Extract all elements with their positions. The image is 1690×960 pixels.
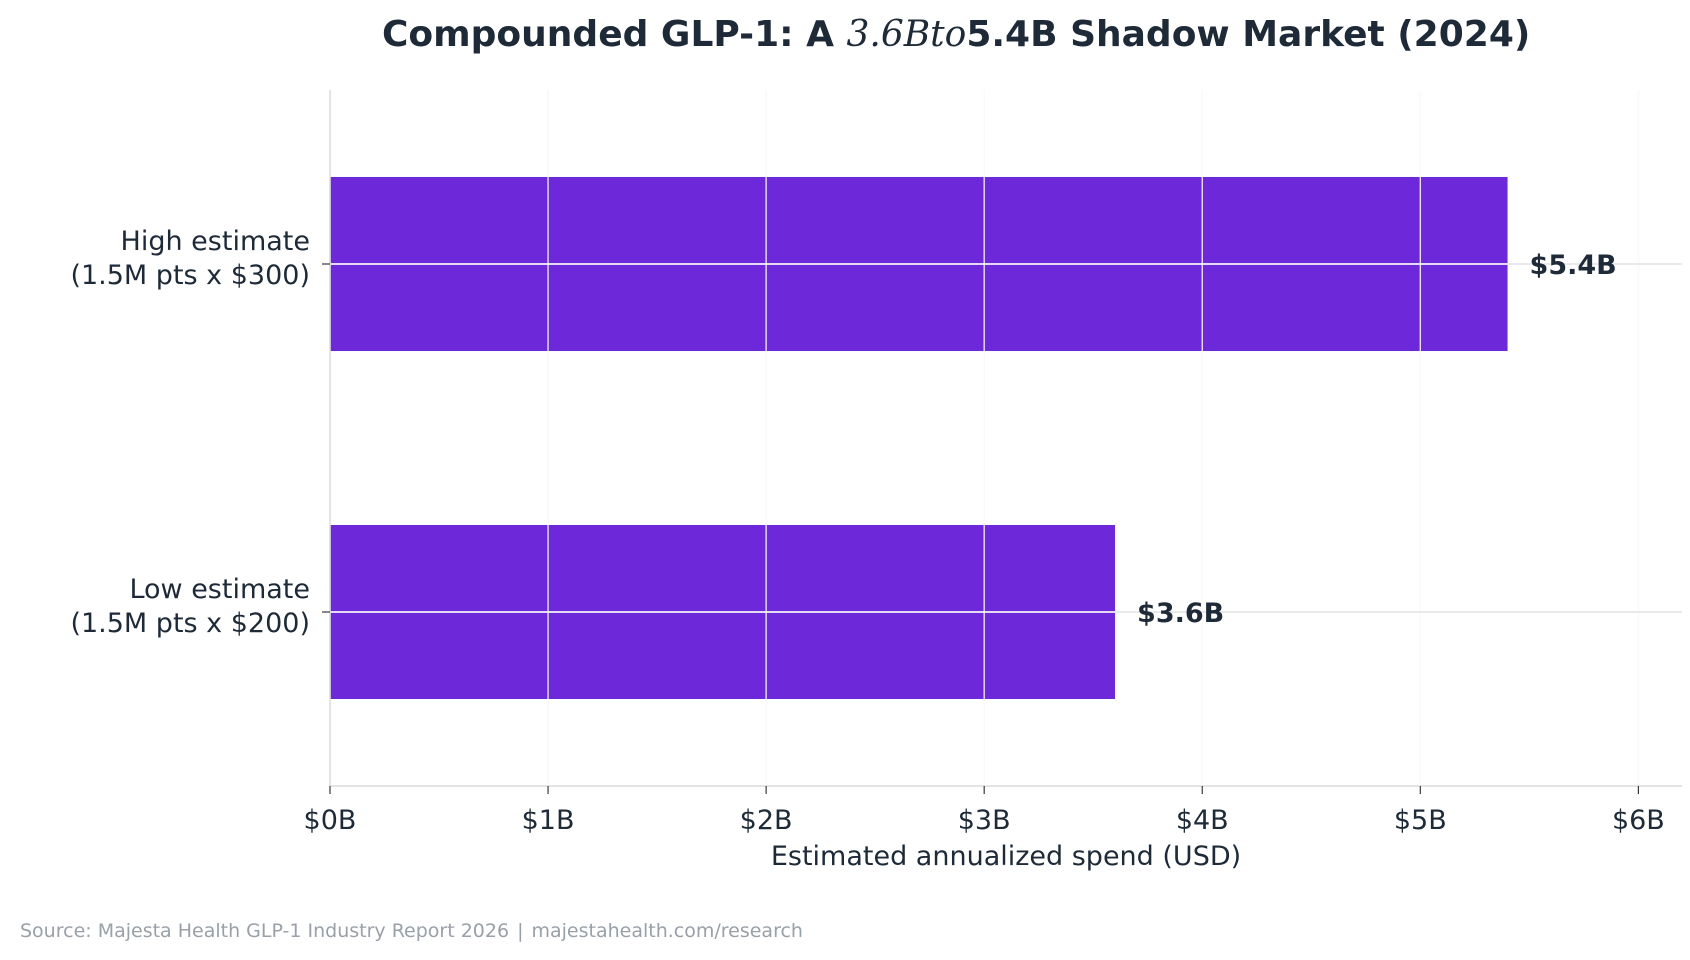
chart-title-part-2: 3.6Bto bbox=[846, 14, 967, 55]
bar-value-label: $3.6B bbox=[1137, 598, 1224, 629]
chart-title-part-3: 5.4B Shadow Market (2024) bbox=[966, 14, 1531, 55]
y-category-label: (1.5M pts x $300) bbox=[70, 260, 310, 291]
x-tick-label: $2B bbox=[740, 805, 793, 836]
x-tick-label: $3B bbox=[958, 805, 1011, 836]
source-text: Source: Majesta Health GLP-1 Industry Re… bbox=[20, 920, 510, 942]
chart-title-part-1: Compounded GLP-1: A bbox=[382, 14, 847, 55]
x-tick-label: $4B bbox=[1176, 805, 1229, 836]
y-category-label: (1.5M pts x $200) bbox=[70, 608, 310, 639]
x-tick-label: $1B bbox=[522, 805, 575, 836]
x-tick-label: $6B bbox=[1612, 805, 1665, 836]
source-footer: Source: Majesta Health GLP-1 Industry Re… bbox=[20, 920, 803, 942]
y-category-label: Low estimate bbox=[129, 574, 310, 605]
x-tick-label: $0B bbox=[304, 805, 357, 836]
x-tick-label: $5B bbox=[1394, 805, 1447, 836]
bar-value-label: $5.4B bbox=[1530, 250, 1617, 281]
footer-separator: | bbox=[517, 920, 524, 942]
x-axis-title: Estimated annualized spend (USD) bbox=[771, 841, 1241, 872]
source-url: majestahealth.com/research bbox=[531, 920, 803, 942]
y-category-label: High estimate bbox=[121, 226, 310, 257]
chart-title: Compounded GLP-1: A 3.6Bto5.4B Shadow Ma… bbox=[0, 14, 1690, 55]
